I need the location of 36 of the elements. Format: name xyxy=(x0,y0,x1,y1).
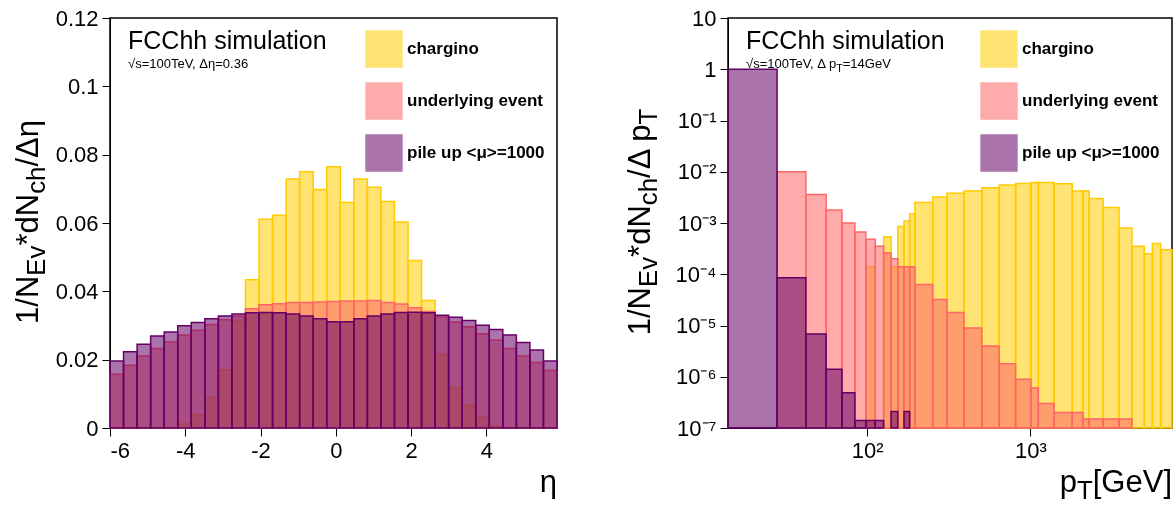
y-tick-label: 0.12 xyxy=(55,5,99,31)
y-tick-label: 0 xyxy=(86,415,99,441)
y-tick-label: 10⁻² xyxy=(677,159,717,185)
y-tick-label: 10⁻⁷ xyxy=(677,415,717,441)
legend-label: pile up <μ>=1000 xyxy=(1022,143,1160,162)
x-tick-label: 10² xyxy=(851,437,884,463)
y-tick-label: 10⁻⁶ xyxy=(675,364,717,390)
legend-label: underlying event xyxy=(407,91,544,110)
annotation: √s=100TeV, Δ p$_{T}$=14GeV xyxy=(746,56,891,74)
legend-label: pile up <μ>=1000 xyxy=(407,143,545,162)
x-tick-label: 0 xyxy=(330,437,343,463)
x-tick-label: 2 xyxy=(405,437,418,463)
y-tick-label: 10⁻¹ xyxy=(677,108,717,133)
y-tick-label: 0.04 xyxy=(55,278,99,304)
x-axis-title: η xyxy=(539,464,557,500)
x-tick-label: 10³ xyxy=(1014,437,1047,463)
y-tick-label: 0.06 xyxy=(55,210,99,236)
y-tick-label: 0.1 xyxy=(67,73,99,99)
annotation: √s=100TeV, Δη=0.36 xyxy=(128,56,249,71)
legend-label: chargino xyxy=(1022,39,1094,58)
x-tick-label: -6 xyxy=(110,437,131,463)
annotation: FCChh simulation xyxy=(746,26,945,55)
x-tick-label: -2 xyxy=(251,437,271,463)
y-tick-label: 1 xyxy=(704,56,717,82)
y-tick-label: 10 xyxy=(692,5,717,31)
y-tick-label: 10⁻⁵ xyxy=(675,313,717,338)
annotation: FCChh simulation xyxy=(128,26,327,55)
y-tick-label: 10⁻⁴ xyxy=(675,261,717,287)
legend-label: chargino xyxy=(407,39,479,58)
x-axis-title: p$_{T}$[GeV] xyxy=(1059,464,1172,506)
legend-label: underlying event xyxy=(1022,91,1159,110)
y-tick-label: 0.02 xyxy=(55,347,99,373)
y-tick-label: 0.08 xyxy=(55,142,99,168)
y-tick-label: 10⁻³ xyxy=(677,210,717,236)
x-tick-label: 4 xyxy=(480,437,493,463)
x-tick-label: -4 xyxy=(175,437,196,463)
